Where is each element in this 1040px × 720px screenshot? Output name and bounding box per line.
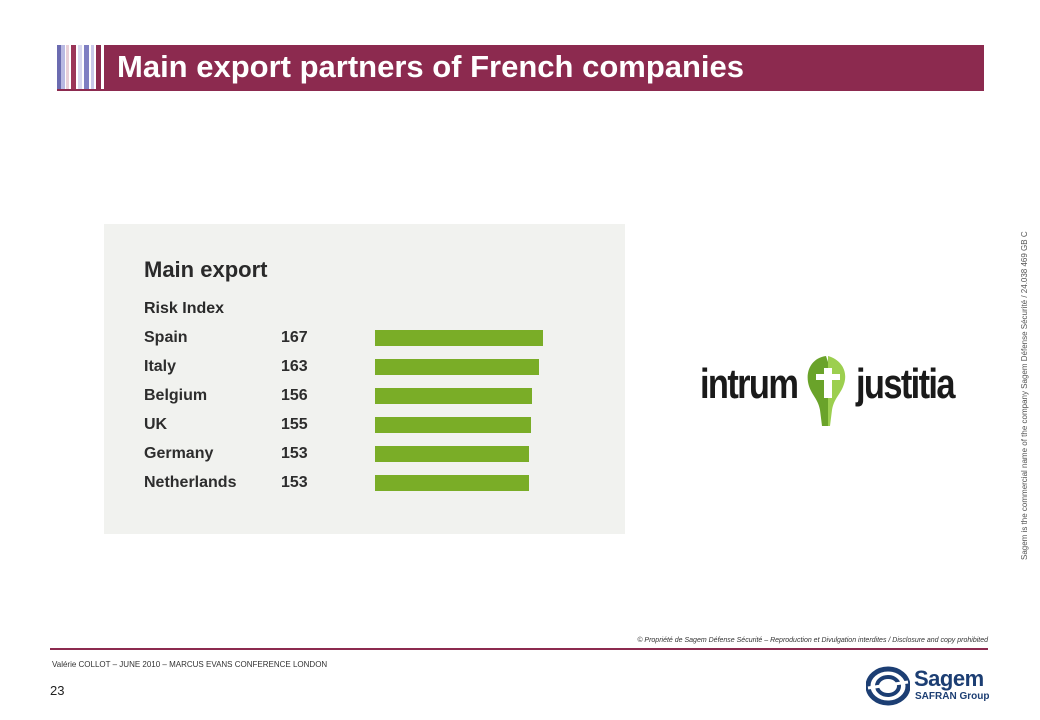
sagem-swirl-icon <box>866 666 910 706</box>
bar <box>375 475 529 491</box>
sagem-group: SAFRAN Group <box>915 691 990 702</box>
category-label: Germany <box>144 445 214 462</box>
title-rule <box>57 89 984 91</box>
footer-rule <box>50 648 988 650</box>
title-stripes-decoration <box>57 45 103 89</box>
value-label: 153 <box>281 445 308 462</box>
category-label: Belgium <box>144 387 208 404</box>
copyright-notice: © Propriété de Sagem Défense Sécurité – … <box>637 637 988 644</box>
page-number: 23 <box>50 683 65 698</box>
side-legal-note: Sagem is the commercial name of the comp… <box>1020 231 1029 560</box>
value-label: 155 <box>281 416 308 433</box>
category-label: Netherlands <box>144 474 237 491</box>
title-bar: Main export partners of French companies <box>104 45 984 89</box>
bar <box>375 446 529 462</box>
value-label: 153 <box>281 474 308 491</box>
intrum-justitia-logo: intrum justitia <box>698 350 956 430</box>
value-label: 167 <box>281 329 308 346</box>
bar <box>375 330 543 346</box>
category-label: UK <box>144 416 168 433</box>
value-label: 156 <box>281 387 308 404</box>
category-label: Italy <box>144 358 177 375</box>
value-label: 163 <box>281 358 308 375</box>
chart-title: Main export <box>144 257 268 282</box>
chart-subtitle: Risk Index <box>144 300 225 317</box>
intrum-justitia-emblem-icon <box>807 356 846 426</box>
category-label: Spain <box>144 329 188 346</box>
bar <box>375 359 539 375</box>
logo-word-left: intrum <box>700 360 799 407</box>
sagem-name: Sagem <box>914 666 984 691</box>
slide-title: Main export partners of French companies <box>117 49 745 84</box>
footer-text: Valérie COLLOT – JUNE 2010 – MARCUS EVAN… <box>52 660 328 669</box>
sagem-logo: Sagem SAFRAN Group <box>866 664 990 708</box>
risk-index-chart: Main export Risk Index Spain 167 Italy 163 B… <box>104 224 625 534</box>
logo-word-right: justitia <box>856 360 956 407</box>
bar <box>375 417 531 433</box>
bar <box>375 388 532 404</box>
